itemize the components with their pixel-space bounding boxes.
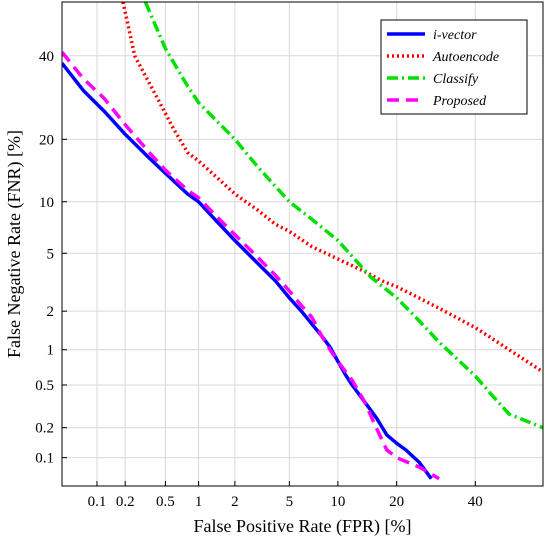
y-tick-label: 0.2 xyxy=(35,421,54,437)
y-tick-label: 0.1 xyxy=(35,451,54,467)
y-tick-labels: 0.1 0.2 0.5 1 2 5 10 20 40 xyxy=(35,49,54,467)
legend-label: Autoencode xyxy=(432,50,499,65)
y-tick-label: 5 xyxy=(47,246,55,262)
series-line-autoencode xyxy=(121,2,543,374)
x-tick-label: 2 xyxy=(231,494,239,510)
x-tick-label: 0.1 xyxy=(88,494,107,510)
grid-lines xyxy=(62,2,543,486)
x-tick-label: 40 xyxy=(468,494,483,510)
y-tick-label: 10 xyxy=(39,195,54,211)
x-axis-title: False Positive Rate (FPR) [%] xyxy=(194,516,412,537)
series-line-proposed xyxy=(62,51,440,481)
x-tick-label: 20 xyxy=(389,494,404,510)
x-tick-label: 1 xyxy=(195,494,203,510)
legend-label: Classify xyxy=(433,72,479,87)
y-tick-label: 0.5 xyxy=(35,378,54,394)
y-tick-label: 1 xyxy=(47,343,55,359)
series-line-classify xyxy=(143,2,543,430)
y-tick-label: 2 xyxy=(47,304,55,320)
x-tick-label: 10 xyxy=(330,494,345,510)
legend-label: Proposed xyxy=(432,94,487,109)
plot-frame xyxy=(61,1,544,487)
x-tick-label: 0.5 xyxy=(156,494,175,510)
x-tick-label: 0.2 xyxy=(116,494,135,510)
series-lines xyxy=(62,2,543,481)
series-line-i-vector xyxy=(62,62,433,480)
x-tick-labels: 0.1 0.2 0.5 1 2 5 10 20 40 xyxy=(88,494,483,510)
legend: i-vector Autoencode Classify Proposed xyxy=(380,19,528,115)
x-tick-label: 5 xyxy=(286,494,294,510)
y-axis-title: False Negative Rate (FNR) [%] xyxy=(4,130,25,358)
y-tick-label: 20 xyxy=(39,132,54,148)
y-tick-label: 40 xyxy=(39,49,54,65)
legend-label: i-vector xyxy=(433,28,477,43)
